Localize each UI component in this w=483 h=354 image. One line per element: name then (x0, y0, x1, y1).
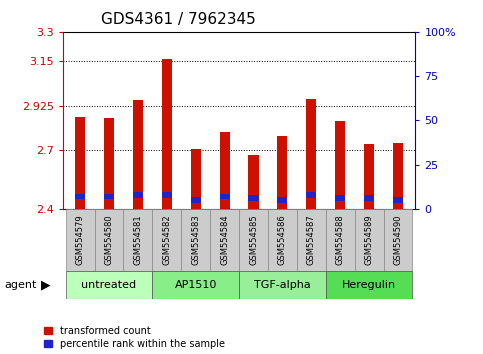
Bar (355, 209, 384, 271)
Legend: transformed count, percentile rank within the sample: transformed count, percentile rank withi… (43, 326, 225, 349)
Bar (220, 132, 230, 209)
Bar (326, 271, 412, 299)
Bar (335, 195, 345, 201)
Text: GSM554584: GSM554584 (220, 215, 229, 265)
Bar (384, 209, 412, 271)
Text: GSM554589: GSM554589 (365, 215, 374, 265)
Bar (306, 99, 316, 209)
Bar (104, 118, 114, 209)
Bar (220, 194, 230, 199)
Text: GSM554583: GSM554583 (191, 215, 200, 265)
Bar (306, 192, 316, 198)
Bar (104, 194, 114, 199)
Bar (162, 59, 172, 209)
Text: GSM554590: GSM554590 (394, 215, 402, 265)
Text: ▶: ▶ (41, 279, 51, 291)
Text: AP1510: AP1510 (174, 280, 217, 290)
Text: TGF-alpha: TGF-alpha (254, 280, 311, 290)
Bar (181, 209, 210, 271)
Bar (268, 209, 297, 271)
Bar (326, 209, 355, 271)
Text: untreated: untreated (82, 280, 137, 290)
Bar (75, 194, 85, 199)
Text: Heregulin: Heregulin (342, 280, 396, 290)
Bar (297, 209, 326, 271)
Text: GSM554586: GSM554586 (278, 215, 287, 265)
Bar (133, 192, 143, 198)
Bar (133, 100, 143, 209)
Bar (248, 155, 258, 209)
Bar (210, 209, 239, 271)
Bar (75, 118, 85, 209)
Bar (95, 209, 124, 271)
Bar (152, 271, 239, 299)
Bar (124, 209, 152, 271)
Bar (364, 144, 374, 209)
Bar (393, 197, 403, 203)
Bar (248, 195, 258, 201)
Text: GSM554585: GSM554585 (249, 215, 258, 265)
Text: GSM554580: GSM554580 (104, 215, 114, 265)
Bar (66, 209, 95, 271)
Bar (335, 121, 345, 209)
Bar (162, 192, 172, 198)
Bar (239, 209, 268, 271)
Bar (191, 197, 201, 203)
Bar (393, 143, 403, 209)
Text: GSM554587: GSM554587 (307, 215, 316, 265)
Bar (364, 195, 374, 201)
Text: GSM554582: GSM554582 (162, 215, 171, 265)
Bar (277, 136, 287, 209)
Text: GDS4361 / 7962345: GDS4361 / 7962345 (101, 12, 256, 27)
Bar (277, 197, 287, 203)
Text: GSM554579: GSM554579 (76, 215, 85, 265)
Bar (152, 209, 181, 271)
Text: GSM554588: GSM554588 (336, 215, 345, 265)
Bar (191, 149, 201, 209)
Text: agent: agent (5, 280, 37, 290)
Bar (239, 271, 326, 299)
Bar (66, 271, 152, 299)
Text: GSM554581: GSM554581 (133, 215, 142, 265)
